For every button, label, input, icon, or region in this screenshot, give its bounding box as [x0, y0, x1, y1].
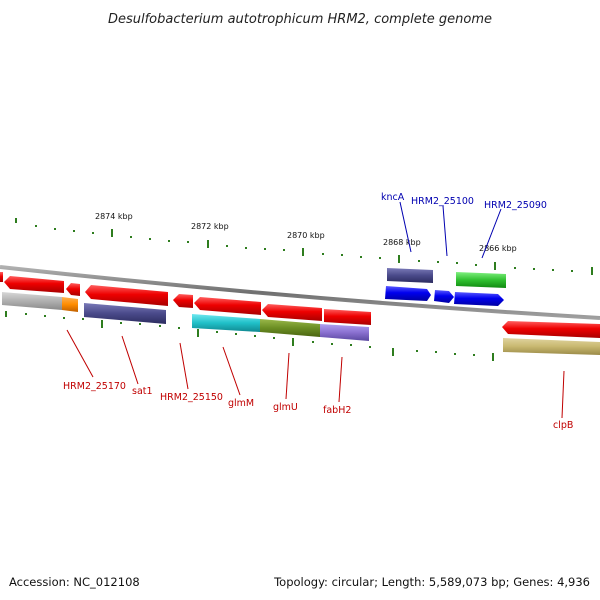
scale-label: 2872 kbp — [191, 222, 229, 231]
gene-label-glmU[interactable]: glmU — [273, 402, 298, 413]
cog-bar — [62, 297, 78, 312]
cds-arrow[interactable] — [434, 290, 454, 303]
gene-label-hrm2-25170[interactable]: HRM2_25170 — [63, 381, 126, 392]
gene-label-clpB[interactable]: clpB — [553, 420, 573, 431]
cog-bar — [192, 314, 260, 332]
inner-scale-ticks — [5, 311, 494, 361]
cds-arrow[interactable] — [66, 283, 80, 296]
gene-label-sat1[interactable]: sat1 — [132, 386, 153, 397]
scale-label: 2866 kbp — [479, 244, 517, 253]
scale-labels: 2874 kbp 2872 kbp 2870 kbp 2868 kbp 2866… — [95, 212, 517, 253]
gene-label-fabH2[interactable]: fabH2 — [323, 405, 351, 416]
scale-label: 2870 kbp — [287, 231, 325, 240]
map-title: Desulfobacterium autotrophicum HRM2, com… — [108, 12, 492, 27]
gene-label-kncA[interactable]: kncA — [381, 192, 405, 203]
cds-arrow[interactable] — [454, 292, 504, 306]
genome-backbone — [0, 265, 600, 320]
reverse-gene-labels: HRM2_25170 sat1 HRM2_25150 glmM glmU fab… — [63, 381, 573, 431]
gene-label-hrm2-25100[interactable]: HRM2_25100 — [411, 196, 474, 207]
cds-arrow[interactable] — [385, 286, 431, 301]
forward-cds-track — [385, 286, 504, 306]
cds-arrow[interactable] — [324, 309, 371, 325]
cds-arrow[interactable] — [502, 321, 600, 338]
cog-bar — [387, 268, 433, 283]
gene-label-glmM[interactable]: glmM — [228, 398, 254, 409]
cds-arrow[interactable] — [4, 276, 64, 293]
label-leaders — [66, 201, 565, 419]
scale-label: 2868 kbp — [383, 238, 421, 247]
gene-label-hrm2-25150[interactable]: HRM2_25150 — [160, 392, 223, 403]
reverse-cog-track — [2, 292, 600, 355]
forward-gene-labels: kncA HRM2_25100 HRM2_25090 — [381, 192, 547, 211]
cds-arrow[interactable] — [194, 297, 261, 315]
scale-label: 2874 kbp — [95, 212, 133, 221]
cds-arrow[interactable] — [262, 304, 322, 321]
genome-summary-text: Topology: circular; Length: 5,589,073 bp… — [273, 575, 590, 589]
gene-label-hrm2-25090[interactable]: HRM2_25090 — [484, 200, 547, 211]
cog-bar — [456, 272, 506, 288]
cog-bar — [84, 303, 166, 324]
cog-bar — [260, 319, 320, 337]
cds-arrow[interactable] — [85, 285, 168, 306]
reverse-cds-track — [0, 272, 600, 338]
cog-bar — [2, 292, 62, 310]
cds-arrow[interactable] — [0, 272, 3, 282]
forward-cog-track — [387, 268, 506, 288]
cog-bar — [320, 324, 369, 341]
cds-arrow[interactable] — [173, 294, 193, 308]
accession-text: Accession: NC_012108 — [9, 575, 140, 589]
outer-scale-ticks — [15, 218, 593, 275]
cog-bar — [503, 338, 600, 355]
